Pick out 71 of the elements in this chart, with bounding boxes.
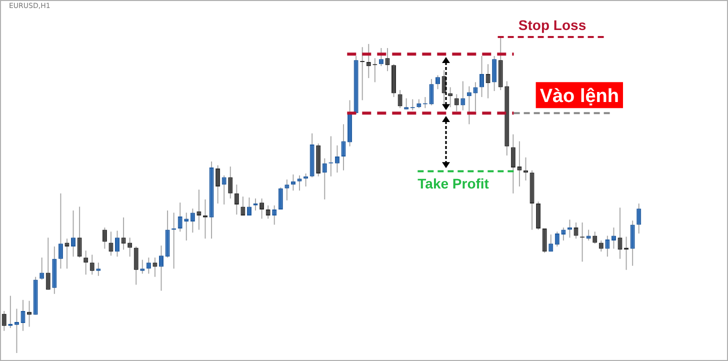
ref-line-label: Stop Loss — [518, 17, 586, 33]
candlestick — [536, 201, 541, 230]
candlestick — [334, 144, 340, 174]
candlestick — [228, 166, 233, 199]
candlestick — [152, 257, 158, 278]
candlestick — [486, 64, 490, 99]
candlestick — [108, 231, 114, 256]
candlestick — [121, 216, 126, 250]
candlestick — [517, 140, 522, 187]
candlestick — [322, 158, 327, 200]
candlestick — [128, 237, 132, 258]
candlestick — [196, 189, 202, 230]
candlestick — [636, 203, 642, 234]
candlestick — [27, 300, 32, 328]
candlestick — [190, 208, 195, 234]
candlestick — [510, 134, 516, 194]
candlestick — [297, 174, 302, 192]
candlestick — [146, 257, 151, 274]
candlestick — [542, 228, 547, 254]
candlestick — [20, 299, 26, 332]
candlestick — [366, 43, 371, 79]
candlestick — [473, 82, 478, 112]
candlestick — [90, 254, 94, 276]
candlestick — [140, 259, 145, 274]
candlestick — [64, 238, 70, 270]
candlestick — [385, 48, 390, 72]
candlestick — [398, 90, 402, 109]
candlestick — [460, 80, 466, 111]
candlestick — [40, 257, 44, 280]
candlestick — [284, 179, 290, 201]
candlestick — [436, 74, 440, 90]
candlestick — [378, 48, 384, 67]
candlestick — [548, 234, 554, 252]
candlestick — [115, 230, 120, 258]
candlestick — [158, 245, 164, 292]
candlestick — [567, 219, 572, 238]
candlestick — [234, 184, 239, 216]
candlestick — [454, 94, 459, 112]
candlestick — [240, 196, 246, 216]
candlestick — [341, 124, 346, 171]
candlestick — [278, 186, 283, 210]
candlestick — [14, 308, 19, 354]
candlestick — [102, 227, 107, 250]
candlestick — [630, 220, 635, 266]
candlestick — [77, 206, 82, 258]
candlestick — [592, 231, 598, 244]
candlestick — [605, 235, 610, 258]
candlestick — [184, 212, 189, 242]
candlestick — [479, 55, 484, 98]
candlestick — [429, 78, 434, 106]
candlestick — [134, 246, 138, 286]
candlestick — [448, 86, 453, 108]
candlestick — [46, 237, 50, 290]
candlestick — [574, 222, 578, 240]
candlestick — [260, 198, 264, 220]
candlestick — [222, 174, 226, 205]
candlestick — [554, 231, 560, 248]
candlestick — [272, 204, 277, 226]
candlestick — [58, 192, 63, 270]
candlestick — [246, 197, 252, 216]
ref-line-label: Vào lệnh — [540, 86, 620, 108]
candlestick — [492, 55, 497, 92]
candlestick — [216, 164, 220, 204]
candlestick — [84, 250, 88, 276]
candlestick — [178, 202, 182, 232]
candlestick — [618, 207, 622, 260]
candlestick — [71, 210, 76, 258]
candlestick — [96, 262, 101, 276]
ref-line-label: Take Profit — [418, 175, 490, 192]
candlestick — [598, 240, 604, 252]
candlestick — [266, 204, 270, 220]
